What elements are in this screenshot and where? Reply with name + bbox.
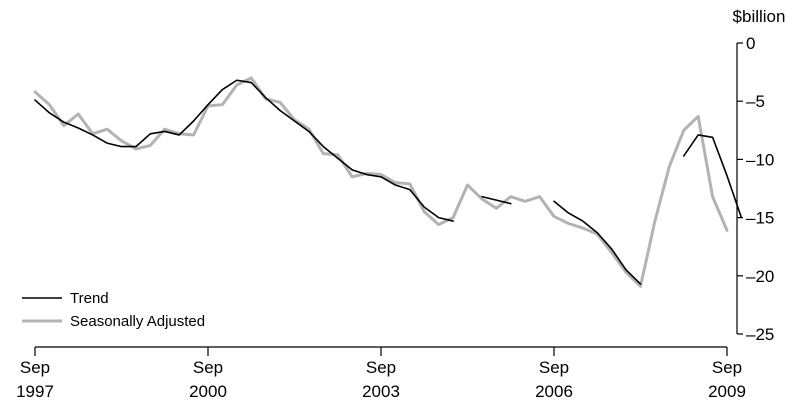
x-tick-label-year: 1997 [16, 382, 54, 401]
x-tick-label-month: Sep [539, 358, 569, 377]
y-tick-label: –15 [746, 209, 774, 228]
legend-label-seasonally-adjusted: Seasonally Adjusted [70, 313, 205, 330]
legend: Trend Seasonally Adjusted [22, 290, 205, 330]
x-tick-label-month: Sep [20, 358, 50, 377]
y-unit-label: $billion [733, 7, 786, 26]
legend-label-trend: Trend [70, 290, 109, 307]
x-tick-label-year: 2003 [362, 382, 400, 401]
x-tick-label-year: 2009 [708, 382, 746, 401]
series-layer [33, 76, 743, 288]
y-tick-label: 0 [746, 34, 755, 53]
x-tick-label-year: 2006 [535, 382, 573, 401]
axes: $billion0–5–10–15–20–25Sep1997Sep2000Sep… [16, 7, 785, 401]
x-tick-label-month: Sep [366, 358, 396, 377]
y-tick-label: –10 [746, 150, 774, 169]
y-tick-label: –20 [746, 267, 774, 286]
y-tick-label: –25 [746, 325, 774, 344]
x-tick-label-month: Sep [193, 358, 223, 377]
x-tick-label-year: 2000 [189, 382, 227, 401]
series-line-seasonally-adjusted [33, 76, 729, 288]
series-line-trend [34, 79, 743, 285]
x-tick-label-month: Sep [712, 358, 742, 377]
y-tick-label: –5 [746, 92, 765, 111]
